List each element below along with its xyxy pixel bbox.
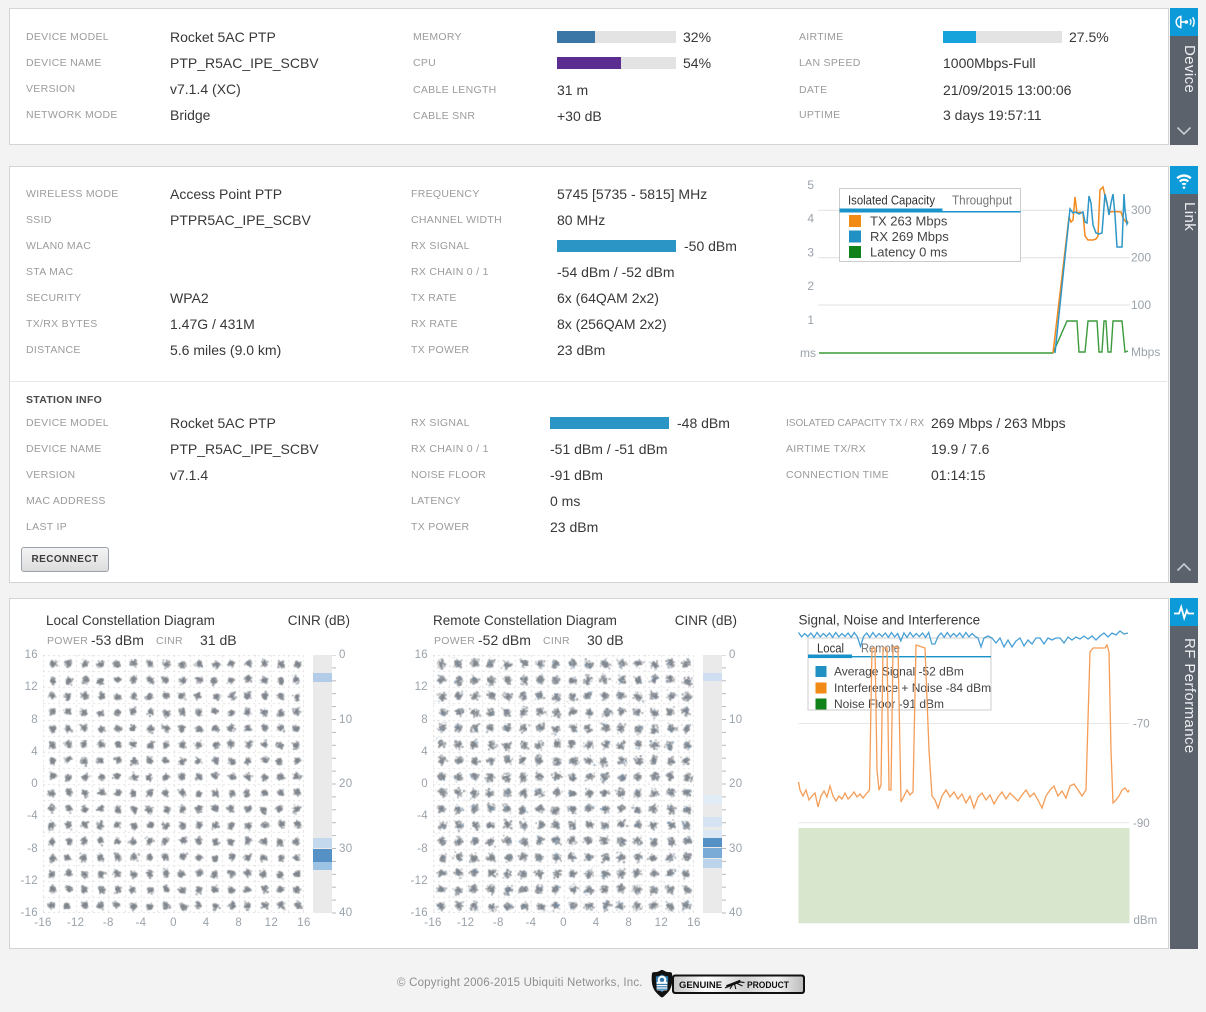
- svg-text:Signal, Noise and Interference: Signal, Noise and Interference: [799, 613, 981, 628]
- svg-text:Local: Local: [817, 641, 844, 656]
- svg-text:Interference + Noise -84 dBm: Interference + Noise -84 dBm: [834, 681, 991, 695]
- svg-text:Throughput: Throughput: [952, 193, 1012, 208]
- svg-text:3: 3: [807, 246, 814, 260]
- svg-text:-90: -90: [1133, 818, 1150, 830]
- svg-text:PRODUCT: PRODUCT: [747, 980, 789, 991]
- svg-text:Isolated Capacity: Isolated Capacity: [848, 193, 935, 208]
- svg-text:200: 200: [1131, 251, 1151, 265]
- svg-text:Mbps: Mbps: [1131, 345, 1160, 359]
- svg-text:5: 5: [807, 178, 814, 192]
- svg-text:Remote: Remote: [861, 641, 900, 656]
- svg-text:RX 269 Mbps: RX 269 Mbps: [870, 229, 949, 244]
- svg-text:2: 2: [807, 279, 814, 293]
- svg-text:TX 263 Mbps: TX 263 Mbps: [870, 214, 948, 229]
- svg-text:1: 1: [807, 313, 814, 327]
- svg-text:300: 300: [1131, 203, 1151, 217]
- svg-text:dBm: dBm: [1134, 915, 1158, 927]
- svg-text:100: 100: [1131, 298, 1151, 312]
- svg-text:Latency 0 ms: Latency 0 ms: [870, 245, 948, 260]
- svg-text:Noise Floor -91 dBm: Noise Floor -91 dBm: [834, 697, 944, 711]
- svg-text:-70: -70: [1133, 719, 1150, 731]
- svg-text:GENUINE: GENUINE: [679, 980, 722, 991]
- svg-text:ms: ms: [800, 346, 816, 360]
- svg-text:4: 4: [807, 212, 814, 226]
